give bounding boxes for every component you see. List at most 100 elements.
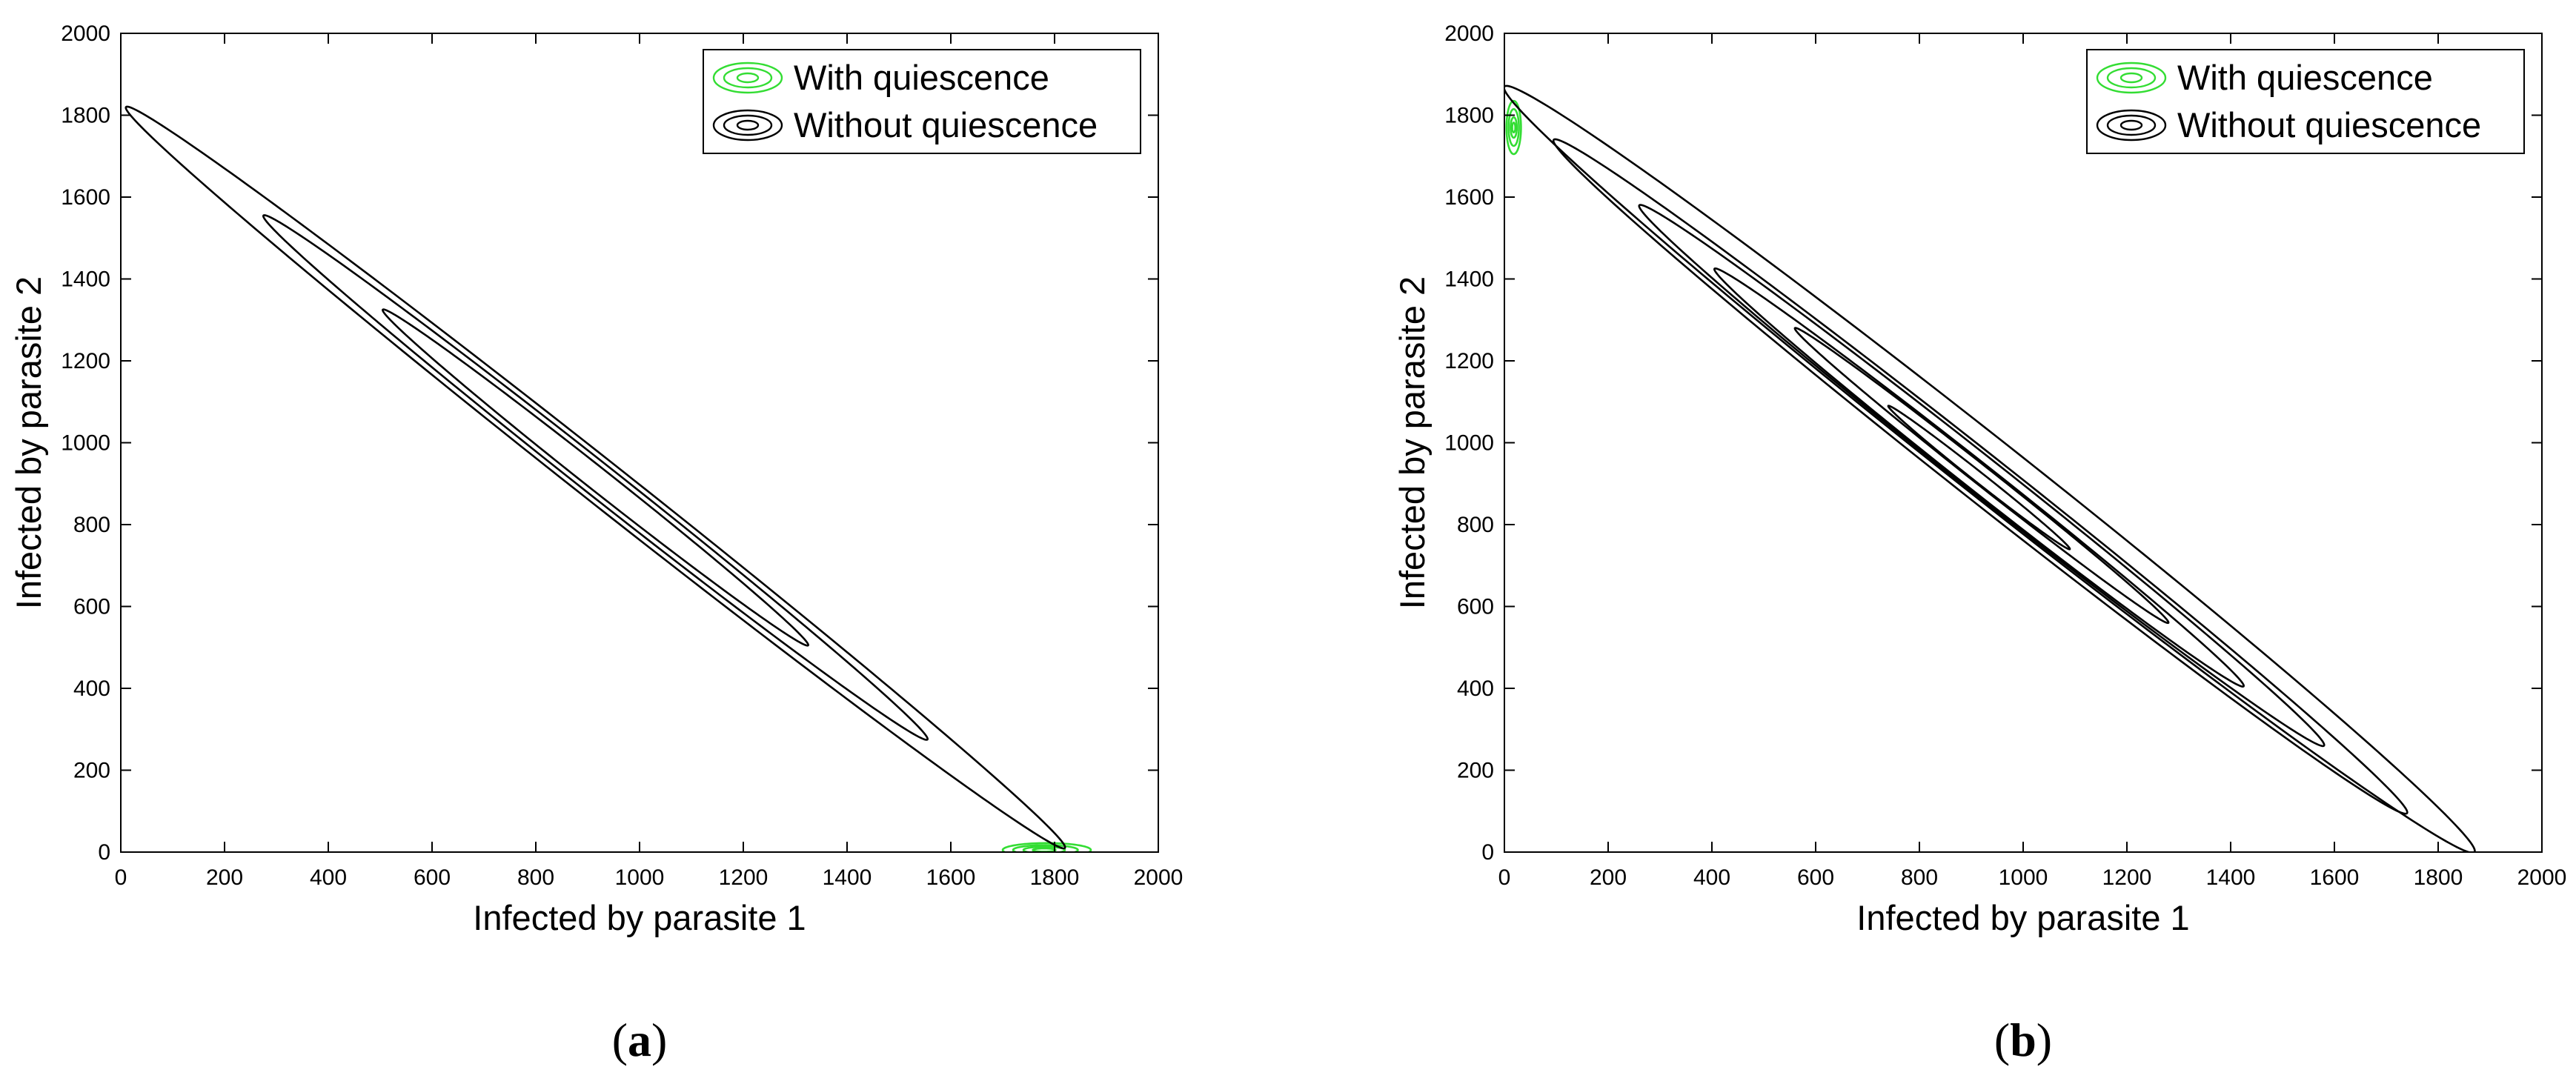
y-tick-label: 0	[1481, 840, 1494, 865]
x-tick-label: 0	[1498, 865, 1511, 890]
contour-level-1	[1505, 99, 1522, 156]
legend-swatch-without-quiescence	[712, 109, 783, 142]
y-tick-label: 200	[1457, 759, 1494, 783]
contour-level-3	[1510, 116, 1518, 139]
panel-label-close-paren: )	[2036, 1014, 2052, 1066]
chart-panel-b: 0 200 400 600 800 1000 1200 1400 1600 1800 2000 0 20…	[1392, 21, 2566, 1066]
x-tick-label: 800	[1901, 865, 1938, 890]
contour-level-6	[1887, 405, 2071, 551]
y-tick-label: 1000	[61, 431, 110, 456]
contour-level-1	[125, 105, 1066, 850]
x-tick-label: 800	[517, 865, 554, 890]
x-tick-label: 600	[1797, 865, 1834, 890]
legend-swatch-ring-2	[2106, 67, 2157, 89]
contour-level-2	[1012, 844, 1079, 852]
y-tick-label: 200	[73, 759, 110, 783]
x-tick-label: 0	[115, 865, 127, 890]
legend-swatch-ring-1	[2096, 109, 2167, 142]
series-with-quiescence	[1505, 99, 1522, 156]
legend-box	[703, 49, 1141, 154]
x-tick-label: 1000	[1999, 865, 2048, 890]
y-tick-label: 2000	[61, 21, 110, 46]
legend-swatch-with-quiescence	[712, 61, 783, 94]
y-tick-label: 600	[1457, 595, 1494, 619]
plot-area	[1504, 84, 2476, 852]
contour-level-2	[1552, 138, 2409, 815]
x-tick-label: 2000	[1134, 865, 1184, 890]
axes-box	[120, 33, 1159, 853]
legend: With quiescence Without quiescence	[2086, 49, 2525, 154]
legend-label: Without quiescence	[794, 105, 1098, 144]
panel-label-open-paren: (	[612, 1014, 628, 1066]
legend-swatch-ring-1	[2096, 61, 2167, 94]
x-tick-label: 1400	[823, 865, 872, 890]
legend-swatch-ring-1	[712, 109, 783, 142]
chart-panel-a: 0 200 400 600 800 1000 1200 1400 1600 1800 2000 0 20…	[9, 21, 1183, 1066]
x-tick-label: 1200	[2102, 865, 2152, 890]
panel-label-letter: a	[628, 1014, 651, 1066]
series-without-quiescence	[125, 105, 1066, 850]
legend-swatch-ring-3	[2119, 119, 2143, 131]
contour-level-4	[1511, 122, 1516, 134]
x-tick-label: 1800	[1030, 865, 1080, 890]
panel-label-close-paren: )	[651, 1014, 667, 1066]
legend-label: Without quiescence	[2177, 105, 2481, 144]
legend-swatch-with-quiescence	[2096, 61, 2167, 94]
axes-box	[1504, 33, 2543, 853]
legend-swatch-ring-1	[712, 61, 783, 94]
y-axis-label: Infected by parasite 2	[9, 276, 48, 609]
x-axis-label: Infected by parasite 1	[1856, 898, 2189, 937]
panel-label-open-paren: (	[1994, 1014, 2010, 1066]
contour-level-3	[382, 308, 809, 647]
plot-area	[125, 105, 1092, 852]
y-tick-label: 0	[98, 840, 110, 865]
x-tick-label: 1600	[2310, 865, 2360, 890]
legend-swatch-ring-3	[736, 119, 760, 131]
legend-swatch-ring-3	[736, 72, 760, 84]
y-tick-label: 1400	[1444, 267, 1494, 292]
y-tick-label: 800	[1457, 513, 1494, 537]
x-tick-label: 600	[414, 865, 451, 890]
panel-label: (a)	[612, 1014, 668, 1066]
legend-box	[2086, 49, 2525, 154]
contour-level-4	[1713, 267, 2245, 688]
x-tick-label: 1600	[926, 865, 976, 890]
series-with-quiescence	[1001, 842, 1092, 852]
y-tick-label: 1600	[61, 185, 110, 210]
contour-level-5	[1793, 327, 2170, 625]
x-tick-label: 1800	[2414, 865, 2463, 890]
y-tick-label: 800	[73, 513, 110, 537]
x-tick-label: 1200	[719, 865, 769, 890]
x-tick-label: 400	[1693, 865, 1730, 890]
contour-level-2	[1507, 107, 1520, 147]
legend-label: With quiescence	[2177, 58, 2433, 97]
series-without-quiescence	[1504, 84, 2476, 852]
contour-level-1	[1504, 84, 2476, 852]
y-tick-label: 1800	[1444, 104, 1494, 128]
legend-swatch-ring-2	[2106, 114, 2157, 136]
y-tick-label: 1000	[1444, 431, 1494, 456]
x-tick-label: 2000	[2517, 865, 2567, 890]
legend-swatch-ring-2	[723, 114, 773, 136]
y-tick-label: 1400	[61, 267, 110, 292]
x-tick-label: 400	[310, 865, 347, 890]
y-tick-label: 1800	[61, 104, 110, 128]
y-tick-label: 2000	[1444, 21, 1494, 46]
panel-label-letter: b	[2010, 1014, 2036, 1066]
y-tick-label: 400	[1457, 676, 1494, 701]
legend-label: With quiescence	[794, 58, 1049, 97]
x-axis-label: Infected by parasite 1	[473, 898, 806, 937]
y-tick-label: 400	[73, 676, 110, 701]
y-tick-label: 1600	[1444, 185, 1494, 210]
legend-swatch-ring-2	[723, 67, 773, 89]
y-tick-label: 600	[73, 595, 110, 619]
y-axis-label: Infected by parasite 2	[1392, 276, 1432, 609]
x-tick-label: 1400	[2206, 865, 2256, 890]
contour-level-1	[1001, 842, 1092, 852]
y-tick-label: 1200	[1444, 349, 1494, 373]
x-tick-label: 1000	[615, 865, 665, 890]
x-tick-label: 200	[206, 865, 243, 890]
legend: With quiescence Without quiescence	[703, 49, 1141, 154]
contour-level-2	[262, 214, 929, 741]
